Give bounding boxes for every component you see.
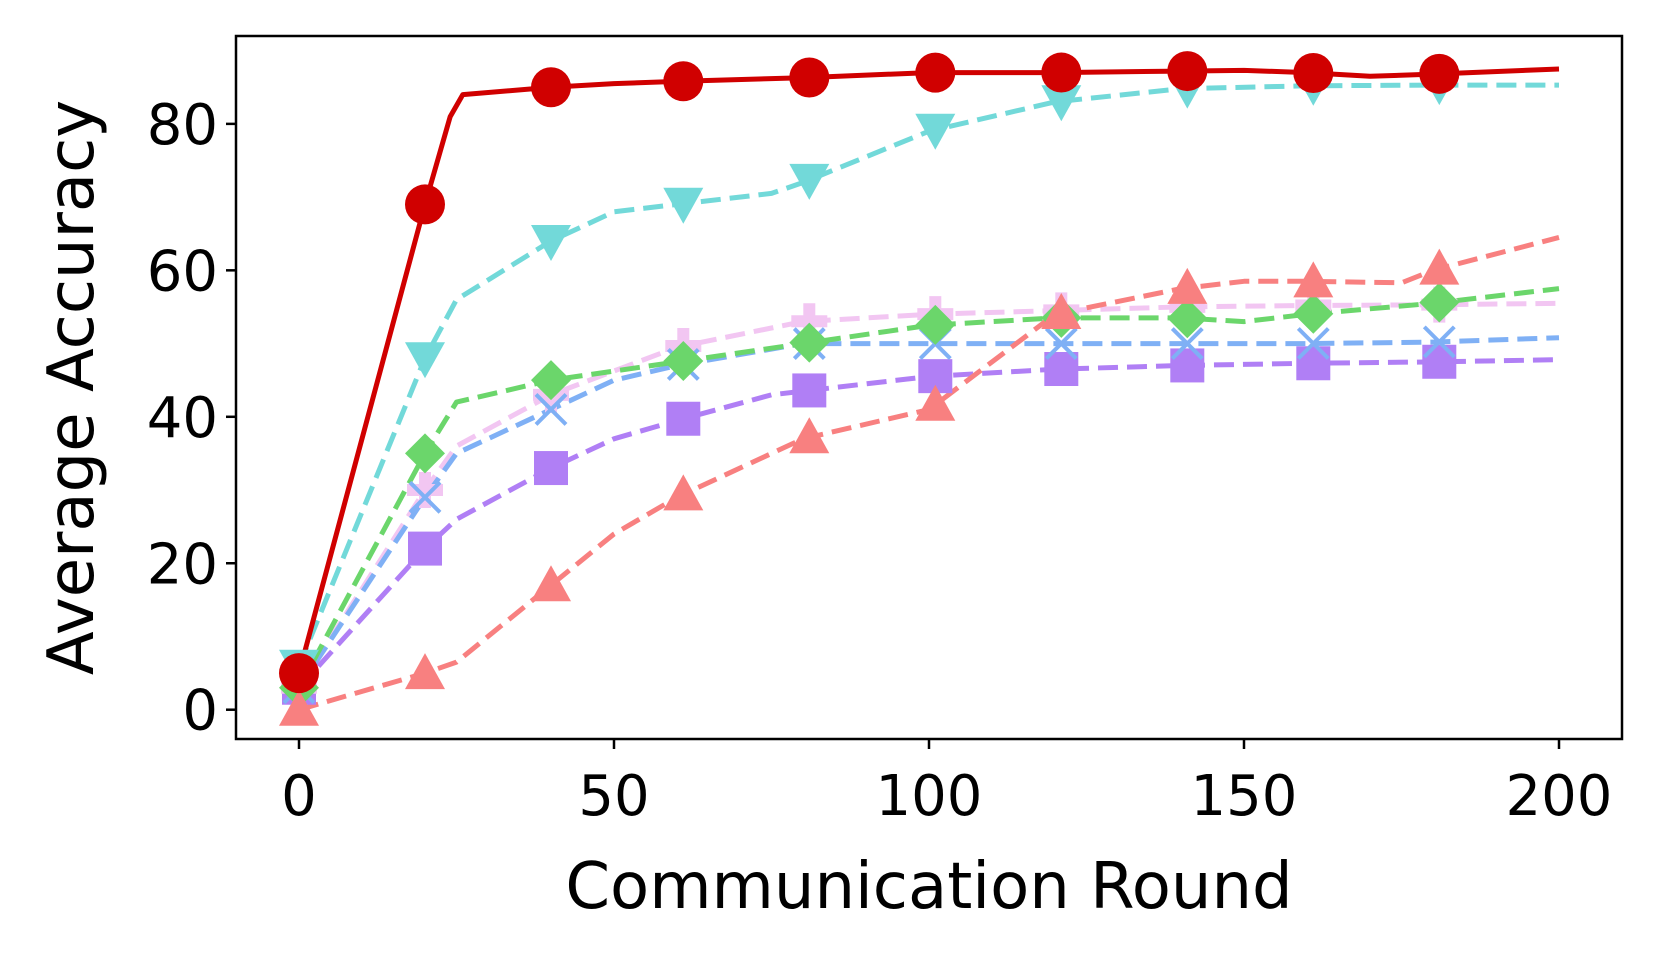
data-point-6 [408, 531, 442, 566]
y-tick-label: 0 [182, 679, 218, 744]
data-point-0 [915, 52, 956, 93]
data-point-0 [1167, 51, 1208, 92]
data-point-2 [531, 565, 571, 602]
data-point-1 [789, 163, 830, 200]
series-line-0 [296, 66, 1560, 674]
x-tick-label: 150 [1191, 764, 1298, 829]
data-point-1 [663, 187, 704, 224]
data-point-4 [1170, 327, 1204, 360]
y-tick-label: 60 [147, 239, 218, 304]
data-point-4 [534, 393, 568, 426]
data-point-0 [405, 184, 445, 225]
series-line-3 [296, 286, 1560, 689]
data-point-2 [1293, 261, 1334, 298]
series-line-1 [296, 82, 1559, 667]
data-point-2 [915, 384, 956, 421]
data-point-0 [1293, 52, 1334, 93]
data-point-2 [789, 417, 830, 454]
data-point-2 [405, 653, 445, 690]
data-point-3 [1419, 282, 1460, 323]
data-point-6 [534, 451, 568, 486]
data-point-3 [531, 360, 571, 401]
data-point-0 [789, 57, 830, 98]
data-point-0 [663, 61, 704, 102]
y-axis-ticks: 0 20 40 60 80 [147, 93, 236, 744]
data-point-1 [915, 113, 956, 150]
series-line-6 [297, 357, 1560, 690]
x-tick-label: 50 [578, 764, 649, 829]
data-point-4 [1296, 327, 1330, 360]
data-point-4 [1422, 325, 1456, 359]
x-tick-label: 200 [1506, 764, 1613, 829]
data-point-2 [1167, 267, 1208, 304]
data-point-0 [531, 67, 571, 108]
data-point-5 [407, 472, 443, 509]
data-point-3 [663, 340, 704, 381]
data-point-3 [789, 322, 830, 363]
x-tick-label: 0 [281, 764, 317, 829]
data-point-0 [1419, 53, 1460, 94]
data-point-1 [1041, 85, 1082, 122]
y-tick-label: 20 [147, 532, 218, 597]
data-point-1 [405, 342, 445, 379]
data-point-1 [531, 225, 571, 262]
x-axis-label: Communication Round [565, 850, 1292, 924]
data-point-6 [666, 401, 701, 436]
data-point-2 [279, 689, 319, 726]
data-point-3 [405, 433, 445, 474]
data-point-2 [663, 474, 704, 511]
marker-layer [279, 51, 1460, 726]
data-point-2 [1419, 248, 1460, 285]
data-point-6 [1422, 344, 1457, 379]
data-point-0 [1041, 52, 1082, 93]
data-point-3 [1167, 298, 1208, 339]
x-tick-label: 100 [876, 764, 983, 829]
data-point-4 [1044, 327, 1078, 360]
data-point-6 [792, 373, 827, 408]
data-point-3 [915, 304, 956, 345]
x-axis-ticks: 0 50 100 150 200 [281, 739, 1612, 829]
data-point-0 [279, 653, 319, 694]
data-point-2 [1041, 292, 1082, 329]
series-line-5 [296, 300, 1560, 690]
y-tick-label: 40 [147, 386, 218, 451]
data-point-4 [408, 480, 442, 514]
y-tick-label: 80 [147, 93, 218, 158]
y-axis-label: Average Accuracy [35, 100, 109, 675]
data-point-3 [1293, 293, 1334, 334]
data-point-6 [1296, 346, 1331, 381]
